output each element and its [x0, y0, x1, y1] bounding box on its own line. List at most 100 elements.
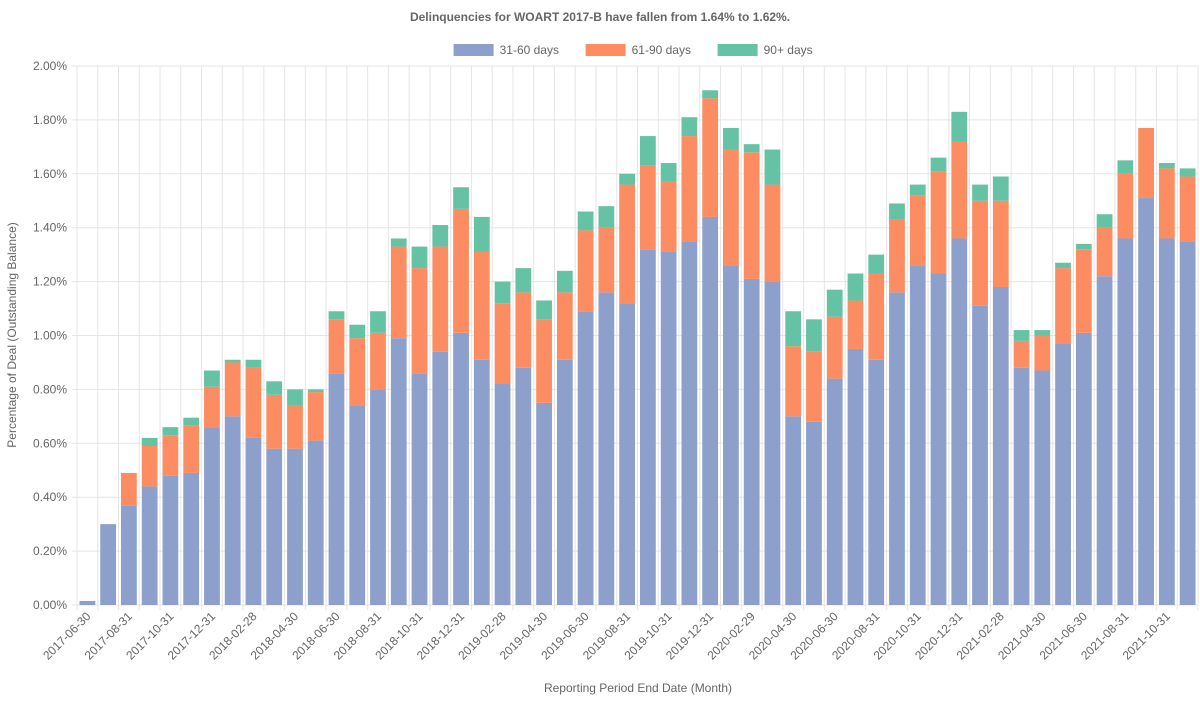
- bar-segment: [411, 373, 428, 605]
- bar-segment: [764, 281, 781, 605]
- y-tick-label: 0.80%: [33, 382, 67, 396]
- bar-segment: [183, 417, 200, 426]
- bar-segment: [224, 362, 241, 417]
- bar-segment: [1034, 370, 1051, 605]
- bar-segment: [972, 200, 988, 306]
- y-tick-label: 0.60%: [33, 436, 67, 450]
- y-axis-title: Percentage of Deal (Outstanding Balance): [5, 222, 19, 447]
- bar-segment: [432, 225, 449, 247]
- bar-segment: [577, 211, 594, 231]
- bar-segment: [121, 472, 137, 506]
- bar-segment: [951, 111, 968, 142]
- bar-segment: [536, 319, 552, 403]
- bar-segment: [494, 303, 511, 385]
- bar-segment: [992, 200, 1009, 287]
- bar-segment: [619, 303, 636, 605]
- bar-segment: [328, 311, 345, 320]
- bar-segment: [598, 292, 615, 605]
- bar-segment: [79, 600, 96, 605]
- bar-segment: [723, 265, 739, 605]
- bar-segment: [1055, 343, 1071, 605]
- bar-segment: [1055, 262, 1071, 269]
- bar-segment: [992, 286, 1009, 605]
- bar-segment: [1075, 332, 1092, 605]
- bar-segment: [473, 251, 490, 360]
- bar-segment: [972, 305, 988, 605]
- legend-label: 61-90 days: [632, 43, 691, 57]
- bar-segment: [349, 324, 366, 339]
- bar-segment: [515, 268, 532, 293]
- bar-segment: [577, 311, 594, 605]
- bar-segment: [598, 227, 615, 293]
- bar-segment: [1158, 163, 1175, 169]
- bar-segment: [307, 389, 324, 393]
- bar-segment: [1096, 276, 1113, 605]
- bar-segment: [1117, 160, 1134, 174]
- bar-segment: [183, 425, 200, 473]
- bar-segment: [1138, 127, 1154, 199]
- bar-segment: [972, 184, 988, 201]
- chart-title: Delinquencies for WOART 2017-B have fall…: [410, 10, 790, 24]
- bar-segment: [785, 416, 802, 605]
- legend-swatch: [453, 44, 494, 56]
- bar-segment: [411, 268, 428, 374]
- bar-segment: [141, 445, 158, 487]
- y-tick-label: 0.00%: [33, 598, 67, 612]
- bar-segment: [162, 435, 179, 476]
- bar-segment: [162, 427, 179, 436]
- bar-segment: [681, 241, 698, 606]
- y-tick-label: 2.00%: [33, 59, 67, 73]
- bar-segment: [224, 359, 241, 363]
- bar-segment: [639, 165, 656, 250]
- bar-segment: [1117, 238, 1134, 606]
- legend-swatch: [717, 44, 758, 56]
- bar-segment: [702, 98, 719, 217]
- bar-segment: [473, 359, 490, 605]
- bar-segment: [204, 370, 220, 387]
- bar-segment: [743, 278, 760, 605]
- bar-segment: [681, 136, 698, 242]
- bar-segment: [453, 208, 469, 333]
- bar-segment: [307, 440, 324, 605]
- bar-segment: [951, 238, 968, 606]
- bar-segment: [349, 405, 366, 605]
- bar-segment: [660, 251, 677, 605]
- bar-segment: [1117, 173, 1134, 239]
- legend-label: 31-60 days: [500, 43, 559, 57]
- bar-segment: [909, 195, 926, 266]
- bar-segment: [889, 219, 905, 293]
- bar-segment: [785, 311, 802, 347]
- bar-segment: [930, 157, 947, 172]
- legend-label: 90+ days: [764, 43, 813, 57]
- bar-segment: [349, 338, 366, 406]
- bar-segment: [1034, 335, 1051, 371]
- bar-segment: [764, 184, 781, 282]
- bar-segment: [432, 246, 449, 352]
- y-tick-label: 1.40%: [33, 221, 67, 235]
- bar-segment: [453, 332, 469, 605]
- bar-segment: [266, 394, 283, 449]
- y-tick-label: 1.20%: [33, 275, 67, 289]
- bar-segment: [1179, 168, 1196, 177]
- x-axis-title: Reporting Period End Date (Month): [544, 681, 732, 695]
- bar-segment: [515, 367, 532, 605]
- bar-segment: [930, 171, 947, 274]
- bar-segment: [245, 359, 262, 368]
- bar-segment: [868, 273, 885, 360]
- bar-segment: [930, 273, 947, 605]
- bar-segment: [287, 405, 303, 449]
- bar-segment: [951, 141, 968, 239]
- bar-segment: [1075, 249, 1092, 333]
- bar-segment: [245, 437, 262, 605]
- legend-swatch: [585, 44, 626, 56]
- bar-segment: [992, 176, 1009, 201]
- bar-segment: [806, 351, 822, 422]
- bar-segment: [619, 173, 636, 185]
- bar-segment: [639, 249, 656, 605]
- bar-segment: [660, 163, 677, 182]
- bar-segment: [411, 246, 428, 269]
- bar-segment: [743, 152, 760, 279]
- bar-segment: [702, 90, 719, 99]
